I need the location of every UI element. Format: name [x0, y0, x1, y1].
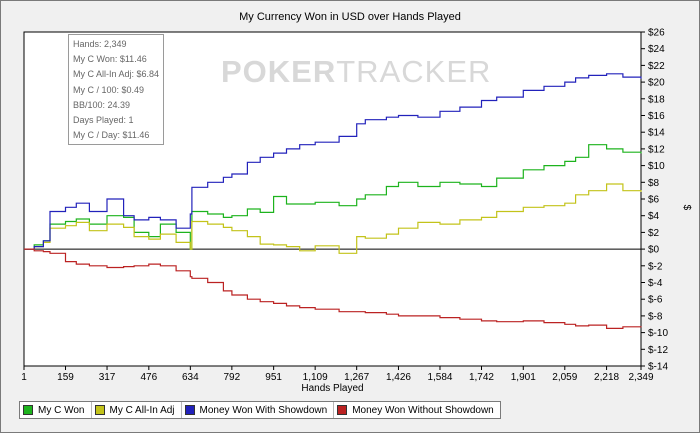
pokertracker-watermark: POKERTRACKER — [221, 54, 491, 90]
legend-swatch — [23, 405, 33, 415]
series-line-0 — [24, 144, 642, 250]
stat-bb100: BB/100: 24.39 — [73, 100, 131, 110]
y-tick-label: $-10 — [648, 328, 668, 339]
y-tick-label: $16 — [648, 111, 665, 122]
x-tick-label: 2,218 — [594, 372, 619, 383]
x-axis-label: Hands Played — [301, 383, 363, 394]
stat-allin-adj: My C All-In Adj: $6.84 — [73, 69, 160, 79]
chart-legend: My C Won My C All-In Adj Money Won With … — [19, 401, 501, 419]
legend-item-with-showdown[interactable]: Money Won With Showdown — [182, 402, 335, 418]
series-line-1 — [24, 183, 642, 254]
legend-swatch — [337, 405, 348, 415]
y-tick-label: $14 — [648, 128, 665, 139]
x-tick-label: 1,584 — [427, 372, 452, 383]
stat-days: Days Played: 1 — [73, 115, 134, 125]
y-tick-label: $20 — [648, 78, 665, 89]
y-tick-label: $-14 — [648, 362, 668, 373]
y-tick-label: $26 — [648, 28, 665, 39]
stats-box: Hands: 2,349 My C Won: $11.46 My C All-I… — [68, 34, 164, 145]
legend-swatch — [94, 405, 105, 415]
y-tick-label: $18 — [648, 94, 665, 105]
x-tick-label: 792 — [224, 372, 241, 383]
stat-hands: Hands: 2,349 — [73, 39, 127, 49]
x-tick-label: 1,267 — [344, 372, 369, 383]
legend-item-my-c-won[interactable]: My C Won — [20, 402, 92, 418]
y-tick-label: $-8 — [648, 311, 663, 322]
x-tick-label: 476 — [140, 372, 157, 383]
x-tick-label: 1 — [21, 372, 27, 383]
stat-per-day: My C / Day: $11.46 — [73, 130, 150, 140]
legend-swatch — [184, 405, 195, 415]
legend-label: Money Won With Showdown — [199, 404, 328, 416]
legend-item-all-in-adj[interactable]: My C All-In Adj — [92, 402, 182, 418]
watermark-thin: TRACKER — [336, 54, 492, 89]
x-tick-label: 1,901 — [511, 372, 536, 383]
y-tick-label: $12 — [648, 144, 665, 155]
y-tick-label: $-4 — [648, 278, 663, 289]
y-tick-label: $8 — [648, 178, 660, 189]
x-tick-label: 2,059 — [552, 372, 577, 383]
legend-label: My C Won — [38, 404, 85, 416]
watermark-bold: POKER — [221, 54, 337, 89]
x-tick-label: 1,109 — [303, 372, 328, 383]
y-tick-label: $10 — [648, 161, 665, 172]
x-tick-label: 634 — [182, 372, 199, 383]
y-tick-label: $-12 — [648, 345, 668, 356]
stat-per-100: My C / 100: $0.49 — [73, 85, 145, 95]
y-tick-label: $24 — [648, 44, 665, 55]
x-tick-label: 1,426 — [386, 372, 411, 383]
x-tick-label: 2,349 — [628, 372, 653, 383]
legend-label: My C All-In Adj — [109, 404, 175, 416]
x-tick-label: 1,742 — [469, 372, 494, 383]
chart-title: My Currency Won in USD over Hands Played — [239, 11, 461, 23]
y-tick-label: $22 — [648, 61, 665, 72]
legend-label: Money Won Without Showdown — [352, 404, 494, 416]
y-tick-label: $2 — [648, 228, 660, 239]
x-tick-label: 159 — [57, 372, 74, 383]
y-tick-label: $-6 — [648, 295, 663, 306]
x-tick-label: 951 — [265, 372, 282, 383]
series-line-2 — [24, 73, 642, 250]
x-tick-label: 317 — [99, 372, 116, 383]
y-axis-label: $ — [681, 205, 692, 211]
y-tick-label: $0 — [648, 245, 660, 256]
y-tick-label: $4 — [648, 211, 660, 222]
stat-won: My C Won: $11.46 — [73, 54, 147, 64]
series-line-3 — [24, 248, 642, 329]
y-tick-label: $6 — [648, 195, 660, 206]
y-tick-label: $-2 — [648, 261, 663, 272]
legend-item-without-showdown[interactable]: Money Won Without Showdown — [334, 402, 500, 418]
